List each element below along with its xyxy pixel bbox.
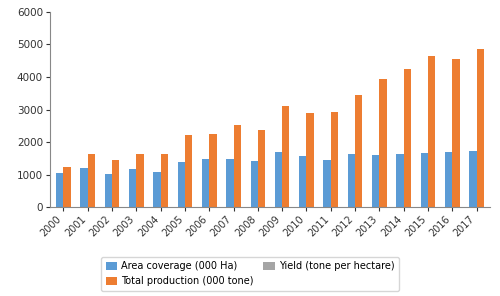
Bar [428,56,436,207]
Bar [104,174,112,207]
Bar [129,169,136,207]
Bar [476,49,484,207]
Bar [185,135,192,207]
Bar [306,113,314,207]
Bar [209,134,216,207]
Bar [258,130,265,207]
Bar [178,162,185,207]
Bar [234,125,241,207]
Bar [112,160,120,207]
Bar [348,155,355,207]
Bar [250,161,258,207]
Bar [420,153,428,207]
Bar [88,155,95,207]
Bar [56,173,64,207]
Bar [396,154,404,207]
Bar [324,160,331,207]
Bar [160,155,168,207]
Bar [470,151,476,207]
Bar [452,59,460,207]
Bar [445,152,452,207]
Bar [299,156,306,207]
Bar [372,155,380,207]
Bar [80,168,87,207]
Bar [136,154,143,207]
Bar [64,167,70,207]
Bar [282,106,290,207]
Bar [226,159,234,207]
Bar [355,95,362,207]
Bar [154,172,160,207]
Bar [380,79,386,207]
Bar [275,152,282,207]
Legend: Area coverage (000 Ha), Total production (000 tone), Yield (tone per hectare): Area coverage (000 Ha), Total production… [100,257,400,291]
Bar [404,69,411,207]
Bar [331,112,338,207]
Bar [202,159,209,207]
